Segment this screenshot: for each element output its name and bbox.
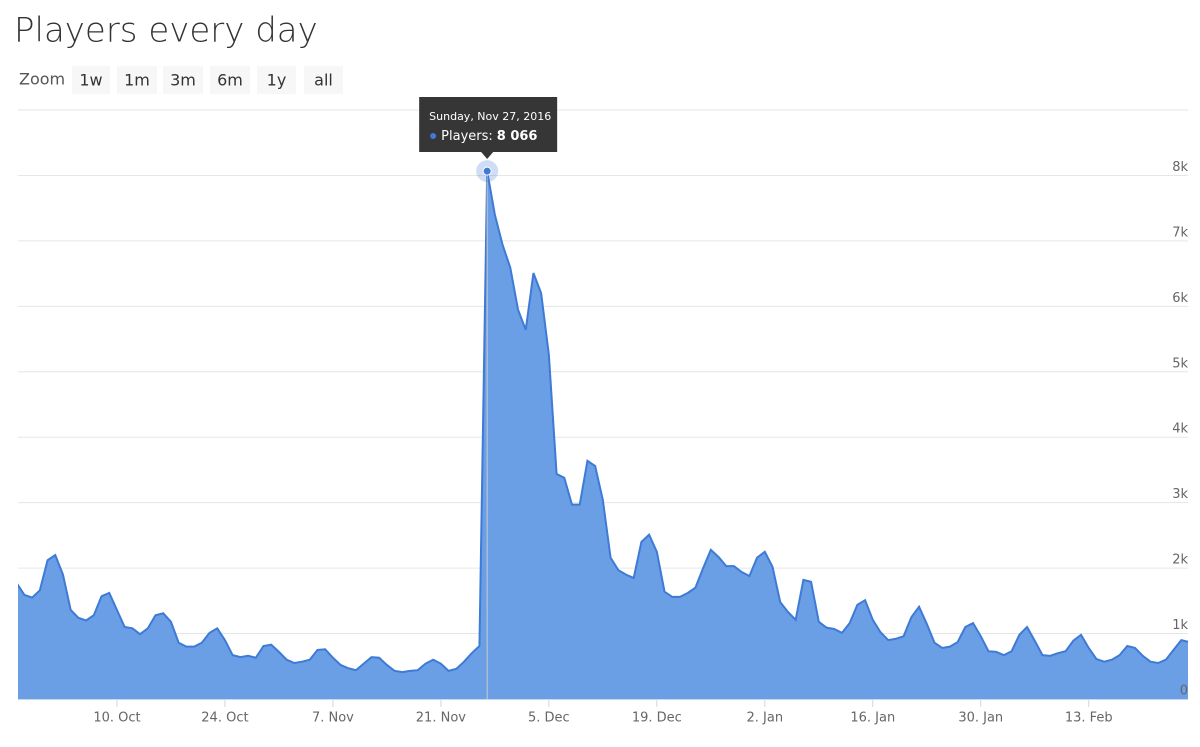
zoom-button-label[interactable]: 6m <box>217 71 243 90</box>
zoom-button[interactable]: 1y <box>257 66 296 94</box>
y-tick-label: 2k <box>1172 553 1188 568</box>
tooltip-value: 8 066 <box>497 129 538 144</box>
line <box>18 170 1188 674</box>
zoom-button[interactable]: 1w <box>72 66 110 94</box>
x-tick-label: 13. Feb <box>1065 711 1113 726</box>
zoom-button-label[interactable]: 1y <box>267 71 287 90</box>
y-tick-label: 6k <box>1172 291 1188 306</box>
tooltip-bullet <box>430 133 437 139</box>
tooltip-label: Players: <box>441 129 493 144</box>
zoom-button-bg[interactable] <box>210 66 250 94</box>
tooltip: Sunday, Nov 27, 2016 Players: 8 066 <box>419 97 558 699</box>
zoom-button-label[interactable]: 1w <box>79 71 102 90</box>
zoom-button-bg[interactable] <box>257 66 296 94</box>
y-tick-label: 8k <box>1172 160 1188 175</box>
x-tick-label: 30. Jan <box>958 711 1003 726</box>
tooltip-title: Sunday, Nov 27, 2016 <box>429 110 551 123</box>
y-tick-label: 3k <box>1172 487 1188 502</box>
zoom-label: Zoom <box>19 70 65 89</box>
area-fill <box>18 171 1188 699</box>
y-tick-label: 5k <box>1172 356 1188 371</box>
tooltip-row: Players: 8 066 <box>441 129 537 144</box>
zoom-button-label[interactable]: all <box>314 71 333 90</box>
x-tick-label: 16. Jan <box>850 711 895 726</box>
x-tick-label: 21. Nov <box>416 711 466 726</box>
x-tick-label: 10. Oct <box>93 711 140 726</box>
zoom-button[interactable]: 3m <box>163 66 203 94</box>
zoom-button-bg[interactable] <box>117 66 157 94</box>
tooltip-box <box>419 97 558 159</box>
zoom-button[interactable]: 6m <box>210 66 250 94</box>
zoom-button[interactable]: all <box>304 66 343 94</box>
x-tick-label: 24. Oct <box>201 711 248 726</box>
y-tick-label: 4k <box>1172 422 1188 437</box>
y-tick-label: 1k <box>1172 618 1188 633</box>
chart-title: Players every day <box>14 11 318 51</box>
zoom-button-label[interactable]: 1m <box>124 71 150 90</box>
zoom-button[interactable]: 1m <box>117 66 157 94</box>
x-tick-label: 2. Jan <box>747 711 784 726</box>
zoom-buttons: 1w 1m 3m 6m 1y all <box>72 66 343 94</box>
x-tick-label: 5. Dec <box>528 711 570 726</box>
zoom-button-bg[interactable] <box>72 66 110 94</box>
zoom-button-bg[interactable] <box>304 66 343 94</box>
plot <box>18 170 1188 699</box>
y-tick-label: 0 <box>1180 684 1188 699</box>
y-tick-label: 7k <box>1172 225 1188 240</box>
x-tick-label: 19. Dec <box>632 711 682 726</box>
x-tick-label: 7. Nov <box>312 711 354 726</box>
zoom-button-label[interactable]: 3m <box>170 71 196 90</box>
axes: 0 1k 2k 3k 4k 5k 6k 7k 8k 10. Oct 24. Oct 7. Nov 21.… <box>18 160 1188 726</box>
marker <box>482 166 492 176</box>
zoom-button-bg[interactable] <box>163 66 203 94</box>
